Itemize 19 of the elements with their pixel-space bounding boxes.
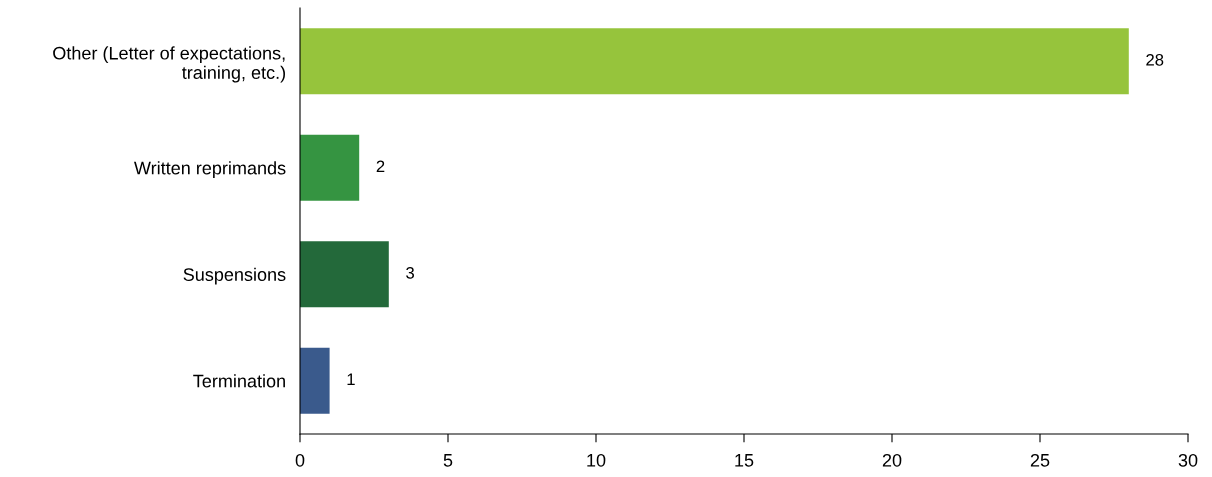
bar bbox=[300, 134, 360, 201]
x-tick-label: 0 bbox=[295, 453, 305, 467]
x-tick-label: 5 bbox=[443, 454, 453, 467]
y-tick-label: Other (Letter of expectations, training, etc.) bbox=[53, 46, 285, 83]
data-label: 28 bbox=[1146, 53, 1164, 66]
bar bbox=[300, 347, 330, 414]
data-label: 1 bbox=[347, 373, 355, 386]
bar bbox=[300, 28, 1129, 95]
bar bbox=[300, 241, 389, 308]
x-tick-label: 25 bbox=[1030, 453, 1050, 467]
x-tick-label: 30 bbox=[1178, 453, 1198, 467]
data-label: 3 bbox=[406, 266, 414, 279]
y-tick-label: Written reprimands bbox=[134, 161, 286, 179]
data-label: 2 bbox=[376, 160, 385, 173]
y-tick-label: Suspensions bbox=[183, 267, 286, 285]
x-tick-label: 15 bbox=[735, 454, 754, 467]
x-tick-label: 10 bbox=[587, 453, 606, 467]
x-tick-label: 20 bbox=[882, 453, 902, 467]
y-tick-label: Termination bbox=[193, 374, 285, 388]
